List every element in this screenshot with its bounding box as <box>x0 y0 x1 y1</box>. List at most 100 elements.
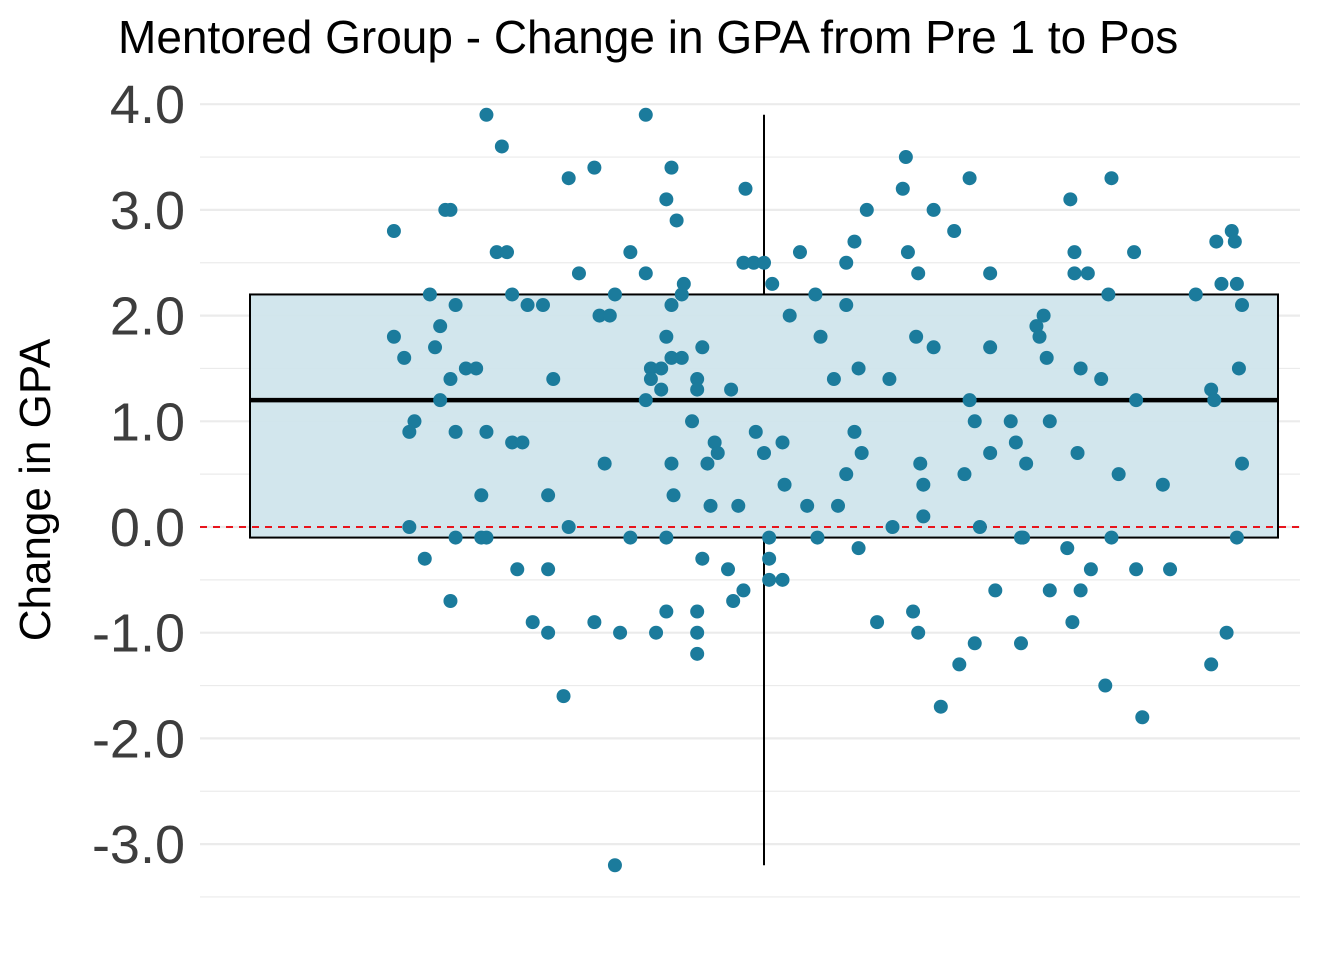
data-point <box>666 488 681 503</box>
data-point <box>762 530 777 545</box>
data-point <box>474 488 489 503</box>
data-point <box>664 350 679 365</box>
data-point <box>707 435 722 450</box>
data-point <box>402 520 417 534</box>
data-point <box>736 583 751 598</box>
data-point <box>762 572 777 587</box>
data-point <box>1235 456 1250 471</box>
data-point <box>602 308 617 323</box>
data-point <box>703 498 718 513</box>
data-point <box>1129 562 1144 577</box>
data-point <box>726 593 741 608</box>
data-point <box>800 498 815 513</box>
data-point <box>721 562 736 577</box>
data-point <box>623 530 638 545</box>
data-point <box>546 372 561 387</box>
data-point <box>1111 467 1126 482</box>
data-point <box>685 414 700 429</box>
data-point <box>433 393 448 408</box>
data-point <box>895 181 910 196</box>
data-point <box>1104 530 1119 545</box>
data-point <box>443 372 458 387</box>
data-point <box>1104 171 1119 186</box>
data-point <box>957 467 972 482</box>
data-point <box>1065 615 1080 630</box>
data-point <box>1067 266 1082 281</box>
data-point <box>810 530 825 545</box>
y-tick-label: -2.0 <box>92 709 185 769</box>
y-tick-label: 1.0 <box>110 392 185 452</box>
data-point <box>847 424 862 439</box>
data-point <box>972 520 987 534</box>
y-tick-label: 2.0 <box>110 287 185 347</box>
data-point <box>898 150 913 165</box>
data-point <box>782 308 797 323</box>
data-point <box>1129 393 1144 408</box>
data-point <box>813 329 828 344</box>
data-point <box>1231 361 1246 376</box>
data-point <box>916 477 931 492</box>
data-point <box>623 245 638 260</box>
data-point <box>422 287 437 302</box>
y-tick-label: -1.0 <box>92 604 185 664</box>
data-point <box>1036 308 1051 323</box>
data-point <box>659 192 674 207</box>
data-point <box>967 636 982 651</box>
data-point <box>1227 234 1242 249</box>
data-point <box>638 107 653 122</box>
data-point <box>839 467 854 482</box>
data-point <box>777 477 792 492</box>
data-point <box>443 202 458 217</box>
data-point <box>1204 657 1219 672</box>
data-point <box>988 583 1003 598</box>
boxplot <box>249 114 1279 866</box>
data-point <box>792 245 807 260</box>
data-point <box>674 350 689 365</box>
data-point <box>983 340 998 355</box>
data-point <box>839 255 854 270</box>
data-point <box>1101 287 1116 302</box>
data-point <box>500 245 514 260</box>
y-tick-label: 4.0 <box>110 75 185 135</box>
data-point <box>654 382 669 397</box>
data-point <box>738 181 753 196</box>
data-point <box>515 435 530 450</box>
data-point <box>900 245 915 260</box>
data-point <box>448 530 463 545</box>
data-point <box>724 382 739 397</box>
data-point <box>664 456 679 471</box>
data-point <box>762 551 777 566</box>
data-point <box>428 340 443 355</box>
data-point <box>587 160 602 175</box>
data-point <box>1229 530 1244 545</box>
data-point <box>674 287 689 302</box>
data-point <box>926 202 941 217</box>
interquartile-box <box>249 293 1279 539</box>
data-point <box>690 372 705 387</box>
data-point <box>947 224 962 239</box>
data-point <box>541 625 556 640</box>
data-point <box>654 361 669 376</box>
data-point <box>926 340 941 355</box>
data-point <box>775 572 790 587</box>
data-point <box>1224 224 1239 239</box>
data-point <box>847 234 862 249</box>
data-point <box>690 646 705 661</box>
data-point <box>638 266 653 281</box>
data-point <box>448 298 463 313</box>
data-point <box>541 562 556 577</box>
data-point <box>541 488 556 503</box>
data-point <box>882 372 897 387</box>
data-point <box>1060 541 1075 556</box>
data-point <box>736 255 751 270</box>
data-point <box>561 171 576 186</box>
data-point <box>386 224 401 239</box>
data-point <box>607 858 622 873</box>
data-point <box>571 266 586 281</box>
data-point <box>638 393 653 408</box>
data-point <box>592 308 607 323</box>
data-point <box>659 604 674 619</box>
data-point <box>386 329 401 344</box>
data-point <box>839 298 854 313</box>
